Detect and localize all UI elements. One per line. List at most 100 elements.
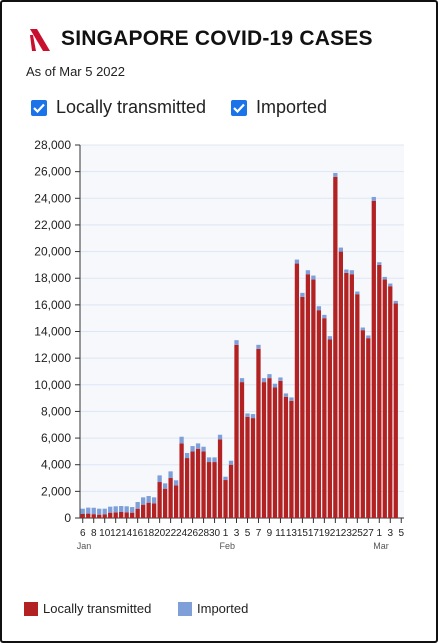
- x-tick-label: 9: [267, 528, 273, 539]
- legend-swatch: [24, 601, 38, 616]
- bar-imported: [371, 196, 376, 201]
- x-tick-label: 18: [143, 528, 155, 539]
- x-tick-label: 11: [275, 528, 286, 539]
- bar-locally-transmitted: [366, 338, 371, 518]
- bar-imported: [393, 300, 398, 304]
- x-tick-label: 17: [308, 528, 320, 539]
- bar-locally-transmitted: [102, 514, 107, 518]
- bar-imported: [239, 378, 245, 383]
- bar-imported: [184, 452, 190, 459]
- toggle-locally-transmitted[interactable]: Locally transmitted: [31, 97, 206, 118]
- x-tick-label: 21: [330, 528, 342, 539]
- bar-imported: [300, 292, 305, 297]
- bar-locally-transmitted: [130, 512, 135, 518]
- bar-imported: [355, 291, 360, 295]
- y-tick-label: 14,000: [34, 325, 71, 339]
- bar-imported: [124, 506, 129, 513]
- x-tick-label: 10: [99, 528, 111, 539]
- bar-imported: [344, 269, 349, 273]
- y-tick-label: 26,000: [34, 165, 71, 179]
- toggle-imported[interactable]: Imported: [231, 97, 327, 118]
- bar-locally-transmitted: [97, 514, 102, 518]
- x-tick-label: 5: [398, 528, 404, 539]
- bar-locally-transmitted: [300, 296, 305, 518]
- y-tick-label: 4,000: [41, 458, 71, 472]
- x-tick-label: 5: [245, 528, 251, 539]
- bar-locally-transmitted: [327, 339, 333, 518]
- bar-imported: [97, 508, 102, 515]
- x-tick-label: 15: [297, 528, 309, 539]
- brand-logo-icon: [30, 29, 50, 51]
- bar-locally-transmitted: [305, 274, 311, 518]
- bar-imported: [388, 283, 393, 287]
- bar-locally-transmitted: [190, 451, 195, 518]
- bar-imported: [272, 383, 278, 388]
- legend-label: Imported: [197, 601, 249, 616]
- bar-imported: [195, 443, 201, 449]
- bar-locally-transmitted: [333, 176, 338, 518]
- bar-locally-transmitted: [184, 458, 190, 518]
- x-tick-label: 1: [223, 528, 229, 539]
- bar-imported: [119, 506, 124, 513]
- bar-locally-transmitted: [157, 482, 162, 518]
- y-tick-label: 0: [64, 511, 71, 525]
- bar-locally-transmitted: [261, 382, 267, 518]
- chart-subtitle: As of Mar 5 2022: [26, 64, 125, 79]
- bar-locally-transmitted: [217, 439, 223, 518]
- bar-locally-transmitted: [206, 462, 212, 518]
- x-tick-label: 7: [256, 528, 262, 539]
- bar-locally-transmitted: [168, 478, 173, 518]
- bar-imported: [80, 508, 85, 515]
- bar-imported: [135, 502, 140, 509]
- chart-title: SINGAPORE COVID-19 CASES: [61, 27, 373, 50]
- x-tick-label: 12: [110, 528, 122, 539]
- x-tick-label: 27: [363, 528, 375, 539]
- bar-imported: [366, 335, 371, 339]
- bar-imported: [102, 508, 107, 515]
- bar-imported: [157, 475, 162, 483]
- bar-imported: [327, 336, 333, 340]
- x-month-label: Mar: [373, 541, 389, 551]
- bar-locally-transmitted: [108, 512, 113, 518]
- bar-locally-transmitted: [146, 502, 151, 518]
- bar-locally-transmitted: [322, 318, 327, 518]
- bar-locally-transmitted: [124, 512, 129, 518]
- bar-imported: [250, 414, 256, 419]
- bar-imported: [261, 378, 267, 383]
- bar-locally-transmitted: [388, 286, 393, 518]
- bar-imported: [201, 446, 206, 452]
- y-tick-label: 20,000: [34, 245, 71, 259]
- bar-imported: [108, 506, 113, 513]
- x-tick-label: 28: [198, 528, 210, 539]
- x-tick-label: 3: [234, 528, 240, 539]
- checkbox-checked-icon[interactable]: [231, 99, 247, 116]
- bar-imported: [113, 506, 118, 513]
- x-tick-label: 25: [352, 528, 364, 539]
- bar-locally-transmitted: [80, 514, 85, 518]
- bar-imported: [289, 397, 294, 401]
- bar-imported: [206, 457, 212, 463]
- bar-locally-transmitted: [278, 380, 283, 518]
- x-tick-label: 6: [80, 528, 86, 539]
- bar-imported: [256, 344, 261, 349]
- bar-imported: [146, 496, 151, 503]
- bar-locally-transmitted: [239, 382, 245, 518]
- checkbox-checked-icon[interactable]: [31, 99, 47, 116]
- bar-locally-transmitted: [223, 480, 228, 518]
- x-tick-label: 30: [209, 528, 221, 539]
- x-month-label: Feb: [220, 541, 236, 551]
- bar-locally-transmitted: [212, 462, 217, 518]
- bar-locally-transmitted: [311, 279, 316, 518]
- x-tick-label: 1: [377, 528, 383, 539]
- bar-imported: [190, 446, 195, 452]
- bar-imported: [267, 374, 272, 379]
- bar-locally-transmitted: [245, 416, 250, 518]
- bar-locally-transmitted: [338, 251, 343, 519]
- bar-imported: [179, 436, 184, 444]
- bar-imported: [377, 262, 382, 265]
- x-tick-label: 14: [121, 528, 133, 539]
- bar-locally-transmitted: [289, 400, 294, 518]
- y-tick-label: 18,000: [34, 271, 71, 285]
- bar-imported: [141, 497, 146, 505]
- bar-locally-transmitted: [316, 310, 322, 518]
